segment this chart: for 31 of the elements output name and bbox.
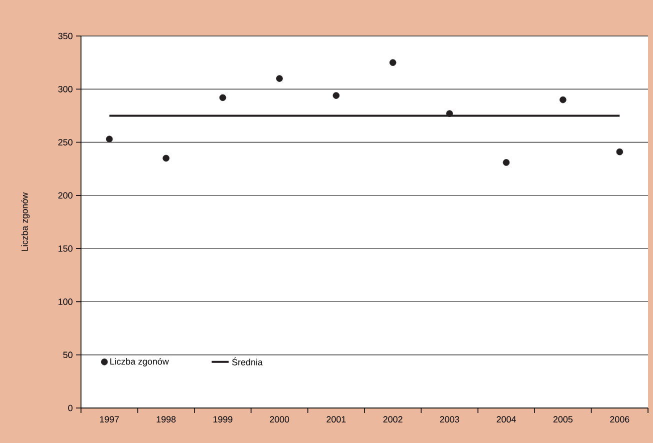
legend-label: Liczba zgonów	[110, 358, 169, 366]
x-tick-label: 2005	[553, 416, 573, 423]
y-tick-label: 350	[58, 32, 72, 40]
y-tick-label: 300	[58, 86, 72, 92]
y-tick-label: 50	[63, 352, 72, 358]
y-tick-label: 0	[68, 404, 72, 412]
x-tick-label: 2002	[383, 416, 402, 423]
point	[219, 94, 226, 102]
x-tick-label: 1999	[213, 416, 232, 423]
point	[276, 75, 283, 82]
y-tick-label: 100	[58, 298, 72, 305]
legend-label: Średnia	[232, 357, 263, 366]
point	[502, 159, 510, 166]
x-tick-label: 1998	[156, 416, 176, 423]
y-tick-label: 250	[58, 139, 72, 146]
point	[560, 96, 566, 104]
point	[389, 59, 396, 66]
y-tick-label: 150	[58, 245, 72, 252]
x-tick-label: 2006	[610, 416, 630, 423]
point	[332, 92, 340, 99]
x-tick-label: 2000	[270, 416, 290, 423]
y-axis-title: Liczba zgonów	[21, 192, 30, 251]
x-tick-label: 1997	[100, 416, 119, 423]
point	[106, 136, 113, 142]
x-tick-label: 2004	[496, 416, 516, 423]
point	[162, 154, 170, 162]
y-tick-label: 200	[58, 192, 72, 199]
x-tick-label: 2001	[326, 416, 346, 423]
point	[446, 110, 453, 117]
x-tick-label: 2003	[440, 416, 460, 423]
point	[616, 148, 624, 156]
